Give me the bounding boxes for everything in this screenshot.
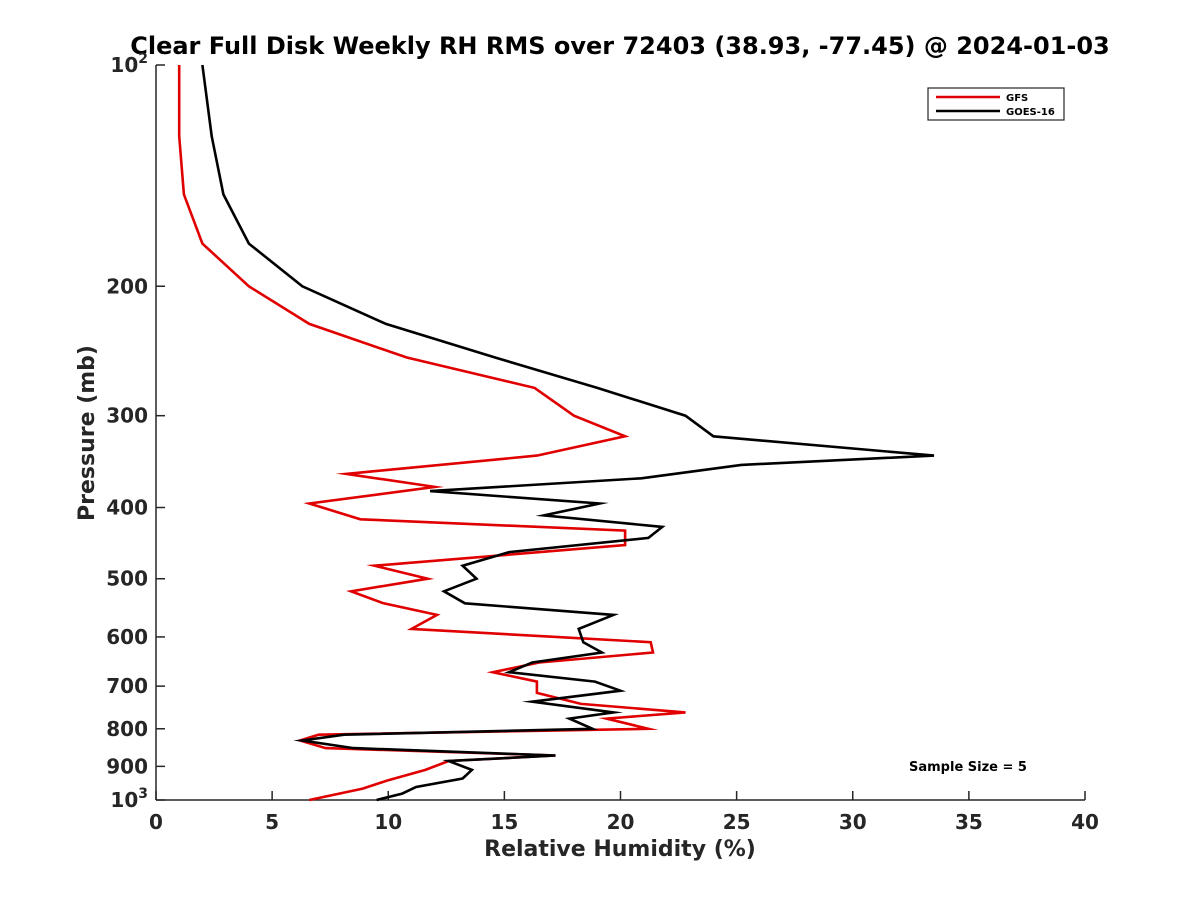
y-tick-label: 700 xyxy=(106,674,148,698)
x-tick-label: 10 xyxy=(374,810,402,834)
x-axis-label: Relative Humidity (%) xyxy=(484,837,756,862)
axes: 0 5 10 15 20 25 30 35 40 102 200 300 400 500 600 700 800… xyxy=(106,51,1099,834)
x-tick-label: 30 xyxy=(839,810,867,834)
y-tick-label: 800 xyxy=(106,717,148,741)
y-tick-label: 102 xyxy=(110,51,148,77)
y-tick-label: 500 xyxy=(106,567,148,591)
x-tick-label: 0 xyxy=(149,810,163,834)
sample-size-annotation: Sample Size = 5 xyxy=(909,760,1027,775)
y-tick-label: 400 xyxy=(106,496,148,520)
legend: GFS GOES-16 xyxy=(927,87,1065,121)
y-tick-label: 103 xyxy=(110,786,148,812)
y-tick-label: 600 xyxy=(106,625,148,649)
x-tick-label: 15 xyxy=(490,810,518,834)
y-tick-label: 300 xyxy=(106,404,148,428)
series-line-goes-16 xyxy=(201,64,935,802)
legend-label: GOES-16 xyxy=(1006,107,1055,118)
legend-box xyxy=(927,87,1065,121)
plot-series xyxy=(177,64,935,802)
x-tick-label: 20 xyxy=(607,810,635,834)
x-tick-label: 25 xyxy=(723,810,751,834)
x-tick-label: 40 xyxy=(1071,810,1099,834)
y-tick-label: 900 xyxy=(106,754,148,778)
legend-label: GFS xyxy=(1006,93,1028,104)
chart-title: Clear Full Disk Weekly RH RMS over 72403… xyxy=(130,32,1110,60)
y-tick-label: 200 xyxy=(106,274,148,298)
x-tick-label: 35 xyxy=(955,810,983,834)
x-tick-label: 5 xyxy=(265,810,279,834)
y-axis-label: Pressure (mb) xyxy=(75,345,100,521)
